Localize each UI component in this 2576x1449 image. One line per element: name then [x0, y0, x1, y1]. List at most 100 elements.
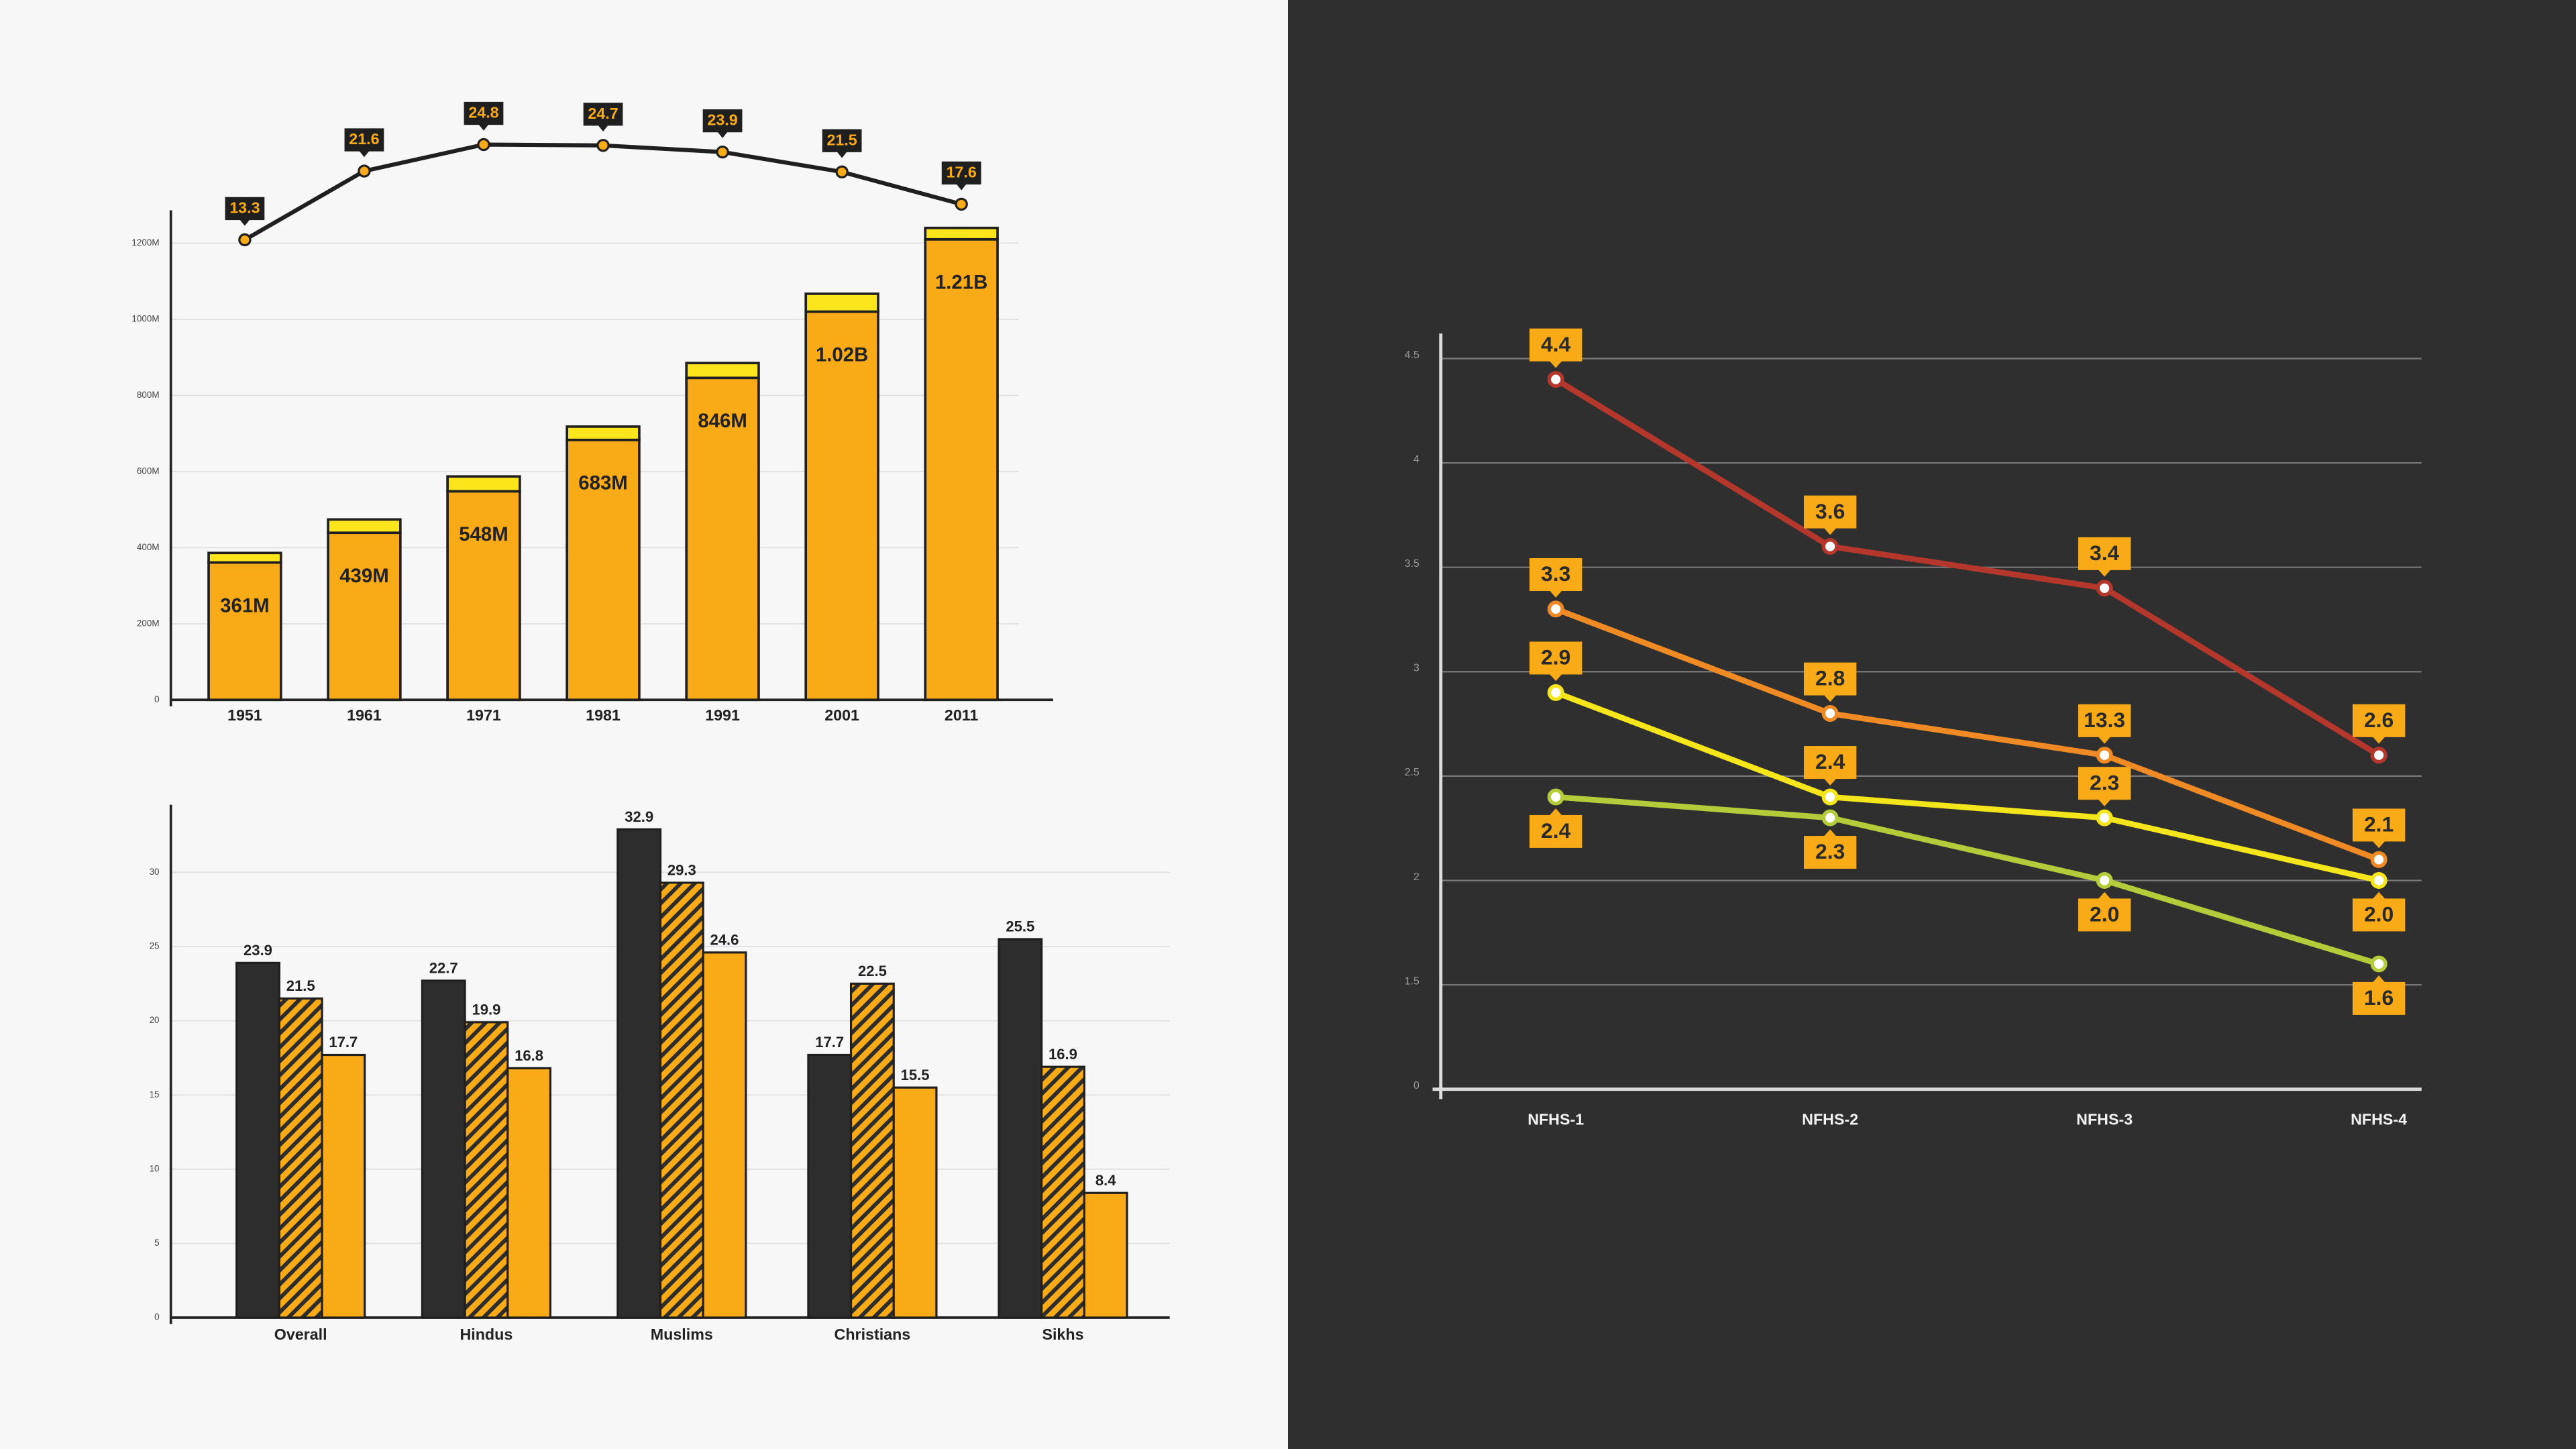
label-pointer [598, 125, 608, 131]
label-pointer [1823, 829, 1837, 837]
label-box [1803, 662, 1857, 696]
y-tick-label: 800M [137, 390, 160, 400]
data-label: 23.9 [707, 111, 737, 129]
x-tick-label: 2001 [824, 706, 859, 724]
bar [998, 938, 1043, 1319]
label-box [225, 197, 265, 221]
y-tick-label: 3.5 [1405, 558, 1419, 570]
bar [464, 1021, 509, 1319]
y-tick-label: 600M [137, 466, 160, 476]
x-tick-label: 1951 [227, 706, 262, 724]
data-label: 13.3 [2084, 708, 2125, 732]
y-tick-label: 0 [154, 694, 159, 704]
data-label: 13.3 [229, 199, 260, 217]
data-label: 2.6 [2364, 708, 2394, 732]
data-label: 1.02B [816, 343, 868, 366]
label-box [2078, 704, 2131, 737]
data-label: 15.5 [901, 1067, 930, 1083]
y-tick-label: 0 [1413, 1080, 1419, 1091]
x-tick-label: NFHS-4 [2351, 1110, 2407, 1128]
data-label: 2.1 [2364, 812, 2394, 837]
series-line [1555, 794, 2380, 967]
data-label: 8.4 [1095, 1172, 1116, 1189]
line-point [2096, 871, 2113, 889]
data-label: 22.5 [858, 963, 887, 979]
line-point [1821, 538, 1839, 555]
data-label: 21.6 [349, 130, 379, 148]
bar-segment [566, 425, 641, 441]
line-point [2370, 747, 2387, 764]
bar [616, 828, 662, 1319]
label-box [1803, 495, 1857, 529]
data-label: 2.0 [2364, 902, 2394, 926]
series-line [1554, 690, 2380, 883]
bar-segment [566, 438, 641, 702]
data-label: 23.9 [244, 942, 272, 959]
data-label: 2.4 [1815, 749, 1845, 773]
line-point [2370, 955, 2387, 973]
bar-segment [327, 518, 402, 535]
data-label: 2.4 [1541, 818, 1571, 843]
label-pointer [359, 151, 370, 158]
data-label: 2.9 [1541, 645, 1570, 669]
data-label: 683M [578, 472, 627, 494]
label-pointer [478, 124, 489, 131]
label-box [1529, 641, 1582, 675]
y-tick-label: 4.5 [1405, 350, 1419, 361]
data-label: 548M [459, 523, 508, 545]
bar [278, 997, 323, 1319]
data-label: 29.3 [667, 862, 696, 879]
data-label: 3.3 [1541, 561, 1570, 586]
bar [1040, 1065, 1085, 1319]
x-tick-label: 1981 [586, 706, 621, 724]
label-pointer [2098, 798, 2111, 806]
label-box [702, 109, 743, 133]
y-tick-label: 25 [150, 941, 160, 951]
y-tick-label: 1200M [131, 237, 159, 248]
line-point [716, 145, 729, 159]
data-label: 22.7 [429, 960, 458, 977]
bar-segment [207, 561, 282, 702]
data-label: 3.6 [1815, 499, 1845, 523]
label-box [2078, 537, 2131, 570]
label-pointer [1823, 777, 1837, 786]
data-label: 3.4 [2090, 541, 2120, 565]
x-tick-label: 1961 [347, 706, 382, 724]
label-pointer [1549, 590, 1562, 598]
line-point [1821, 788, 1839, 806]
label-pointer [2098, 569, 2111, 577]
label-box [1529, 328, 1582, 362]
label-box [2352, 704, 2406, 737]
y-tick-label: 3 [1413, 663, 1419, 674]
label-pointer [2098, 892, 2111, 900]
data-label: 24.7 [588, 105, 618, 122]
label-pointer [1823, 527, 1837, 535]
y-tick-label: 15 [150, 1089, 160, 1099]
x-tick-label: NFHS-1 [1527, 1110, 1584, 1128]
label-box [2352, 981, 2406, 1015]
x-tick-label: Overall [274, 1326, 327, 1343]
label-pointer [2372, 892, 2385, 900]
data-label: 17.7 [329, 1034, 358, 1051]
label-box [2352, 808, 2406, 842]
line-point [2370, 871, 2387, 889]
line-point [2096, 747, 2113, 764]
bar-segment [924, 226, 999, 241]
label-box [822, 129, 862, 152]
line-point [1547, 371, 1564, 388]
data-label: 16.8 [515, 1047, 543, 1064]
data-label: 19.9 [472, 1002, 500, 1018]
bar-segment [804, 292, 879, 313]
label-pointer [239, 219, 250, 226]
data-label: 846M [698, 410, 747, 432]
label-pointer [2372, 841, 2385, 849]
y-tick-label: 10 [150, 1163, 160, 1173]
x-tick-label: 2011 [945, 706, 979, 724]
data-label: 17.6 [947, 163, 977, 180]
bar [659, 881, 704, 1319]
line-point [238, 233, 252, 247]
line-point [2096, 809, 2113, 826]
y-tick-label: 1000M [131, 313, 159, 323]
bar-segment [327, 531, 402, 702]
y-tick-label: 4 [1413, 453, 1419, 465]
